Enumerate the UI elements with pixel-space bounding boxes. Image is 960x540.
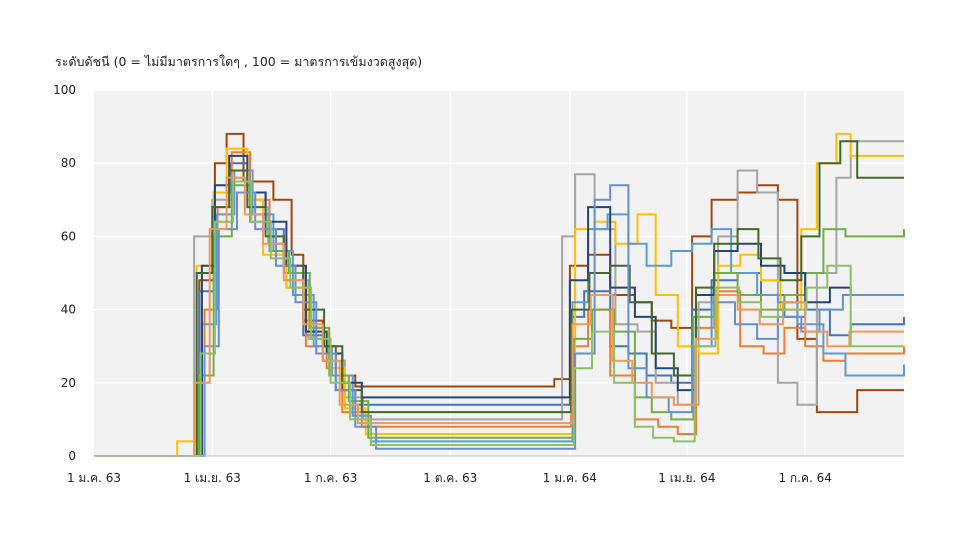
x-tick-label: 1 ม.ค. 63 — [67, 471, 121, 485]
chart-title: ระดับดัชนี (0 = ไม่มีมาตรการใดๆ , 100 = … — [55, 54, 423, 69]
series-line-10 — [94, 184, 904, 457]
series-layer — [94, 132, 905, 457]
series-line-11 — [94, 176, 904, 457]
y-tick-label: 60 — [61, 229, 76, 243]
y-tick-label: 80 — [61, 156, 76, 170]
x-tick-label: 1 ก.ค. 63 — [304, 471, 357, 485]
series-line-9 — [94, 140, 904, 457]
y-tick-label: 100 — [53, 83, 76, 97]
y-tick-label: 20 — [61, 376, 76, 390]
x-tick-label: 1 ม.ค. 64 — [543, 471, 597, 485]
series-line-12 — [94, 180, 904, 457]
x-tick-label: 1 เม.ย. 63 — [184, 471, 241, 485]
plot-background — [94, 90, 904, 456]
series-line-7 — [94, 184, 905, 457]
y-tick-label: 40 — [61, 303, 76, 317]
x-tick-label: 1 ต.ค. 63 — [423, 471, 477, 485]
x-tick-label: 1 เม.ย. 64 — [658, 471, 715, 485]
y-tick-label: 0 — [68, 449, 76, 463]
x-tick-label: 1 ก.ค. 64 — [778, 471, 831, 485]
x-axis-ticks: 1 ม.ค. 63 1 เม.ย. 63 1 ก.ค. 63 1 ต.ค. 63 1 ม… — [67, 471, 832, 485]
y-axis-ticks: 0 20 40 60 80 100 — [53, 83, 76, 463]
